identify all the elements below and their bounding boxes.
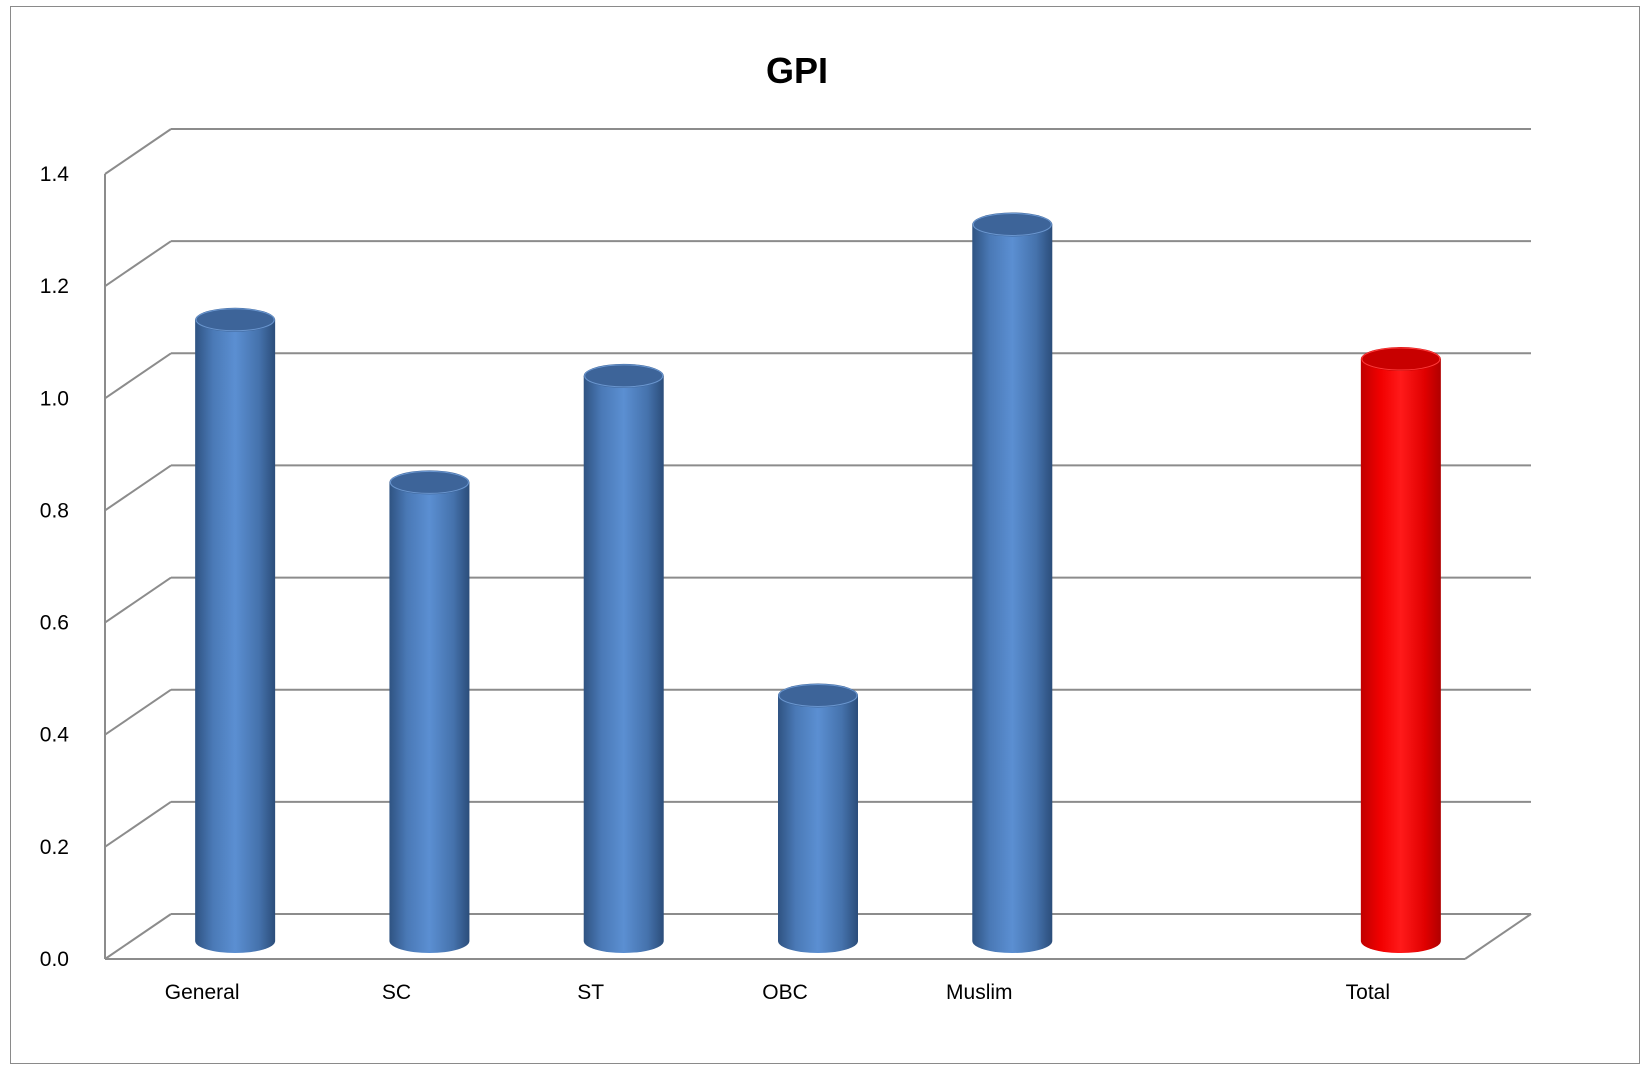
wall-gridline [104,128,172,175]
bar-st [583,363,664,953]
bar-cap [389,470,470,495]
floor-edge [1464,913,1532,960]
x-tick-label: OBC [762,981,808,1004]
bar-cap [972,212,1053,237]
wall-gridline [104,801,172,848]
bar-cap [195,307,276,332]
bar-total [1360,347,1441,953]
x-tick-label: SC [382,981,411,1004]
x-tick-label: Muslim [946,981,1013,1004]
wall-gridline [104,464,172,512]
bar-cap [1360,347,1441,372]
y-tick-label: 0.6 [40,612,69,635]
labels: 0.0 0.2 0.4 0.6 0.8 1.0 1.2 1.4 General SC ST OBC Mu… [40,163,1390,1004]
bars [195,212,1441,954]
wall-gridline [104,240,172,287]
y-tick-label: 0.8 [40,499,69,522]
x-tick-label: ST [577,981,604,1004]
y-tick-label: 1.4 [40,163,70,186]
bar-muslim [972,212,1053,954]
bar-sc [389,470,470,953]
wall-gridline [104,576,172,624]
y-tick-label: 0.0 [40,948,69,971]
bar-cap [583,363,664,388]
y-tick-label: 1.2 [40,275,69,298]
bar-obc [778,683,858,953]
y-tick-label: 0.2 [40,836,69,859]
wall-gridline [104,913,172,960]
x-tick-label: Total [1346,981,1390,1004]
y-tick-label: 0.4 [40,724,70,747]
bar-general [195,307,276,953]
chart-frame: GPI 0.0 0.2 0.4 0.6 0.8 1.0 1.2 1.4 General SC ST O… [10,6,1640,1064]
chart-title: GPI [766,50,828,91]
wall-gridline [104,688,172,736]
bar-cap [778,683,858,708]
wall-gridline [104,352,172,400]
y-tick-label: 1.0 [40,387,69,410]
x-tick-label: General [165,981,240,1004]
chart-plot: GPI 0.0 0.2 0.4 0.6 0.8 1.0 1.2 1.4 General SC ST O… [40,50,1532,1004]
